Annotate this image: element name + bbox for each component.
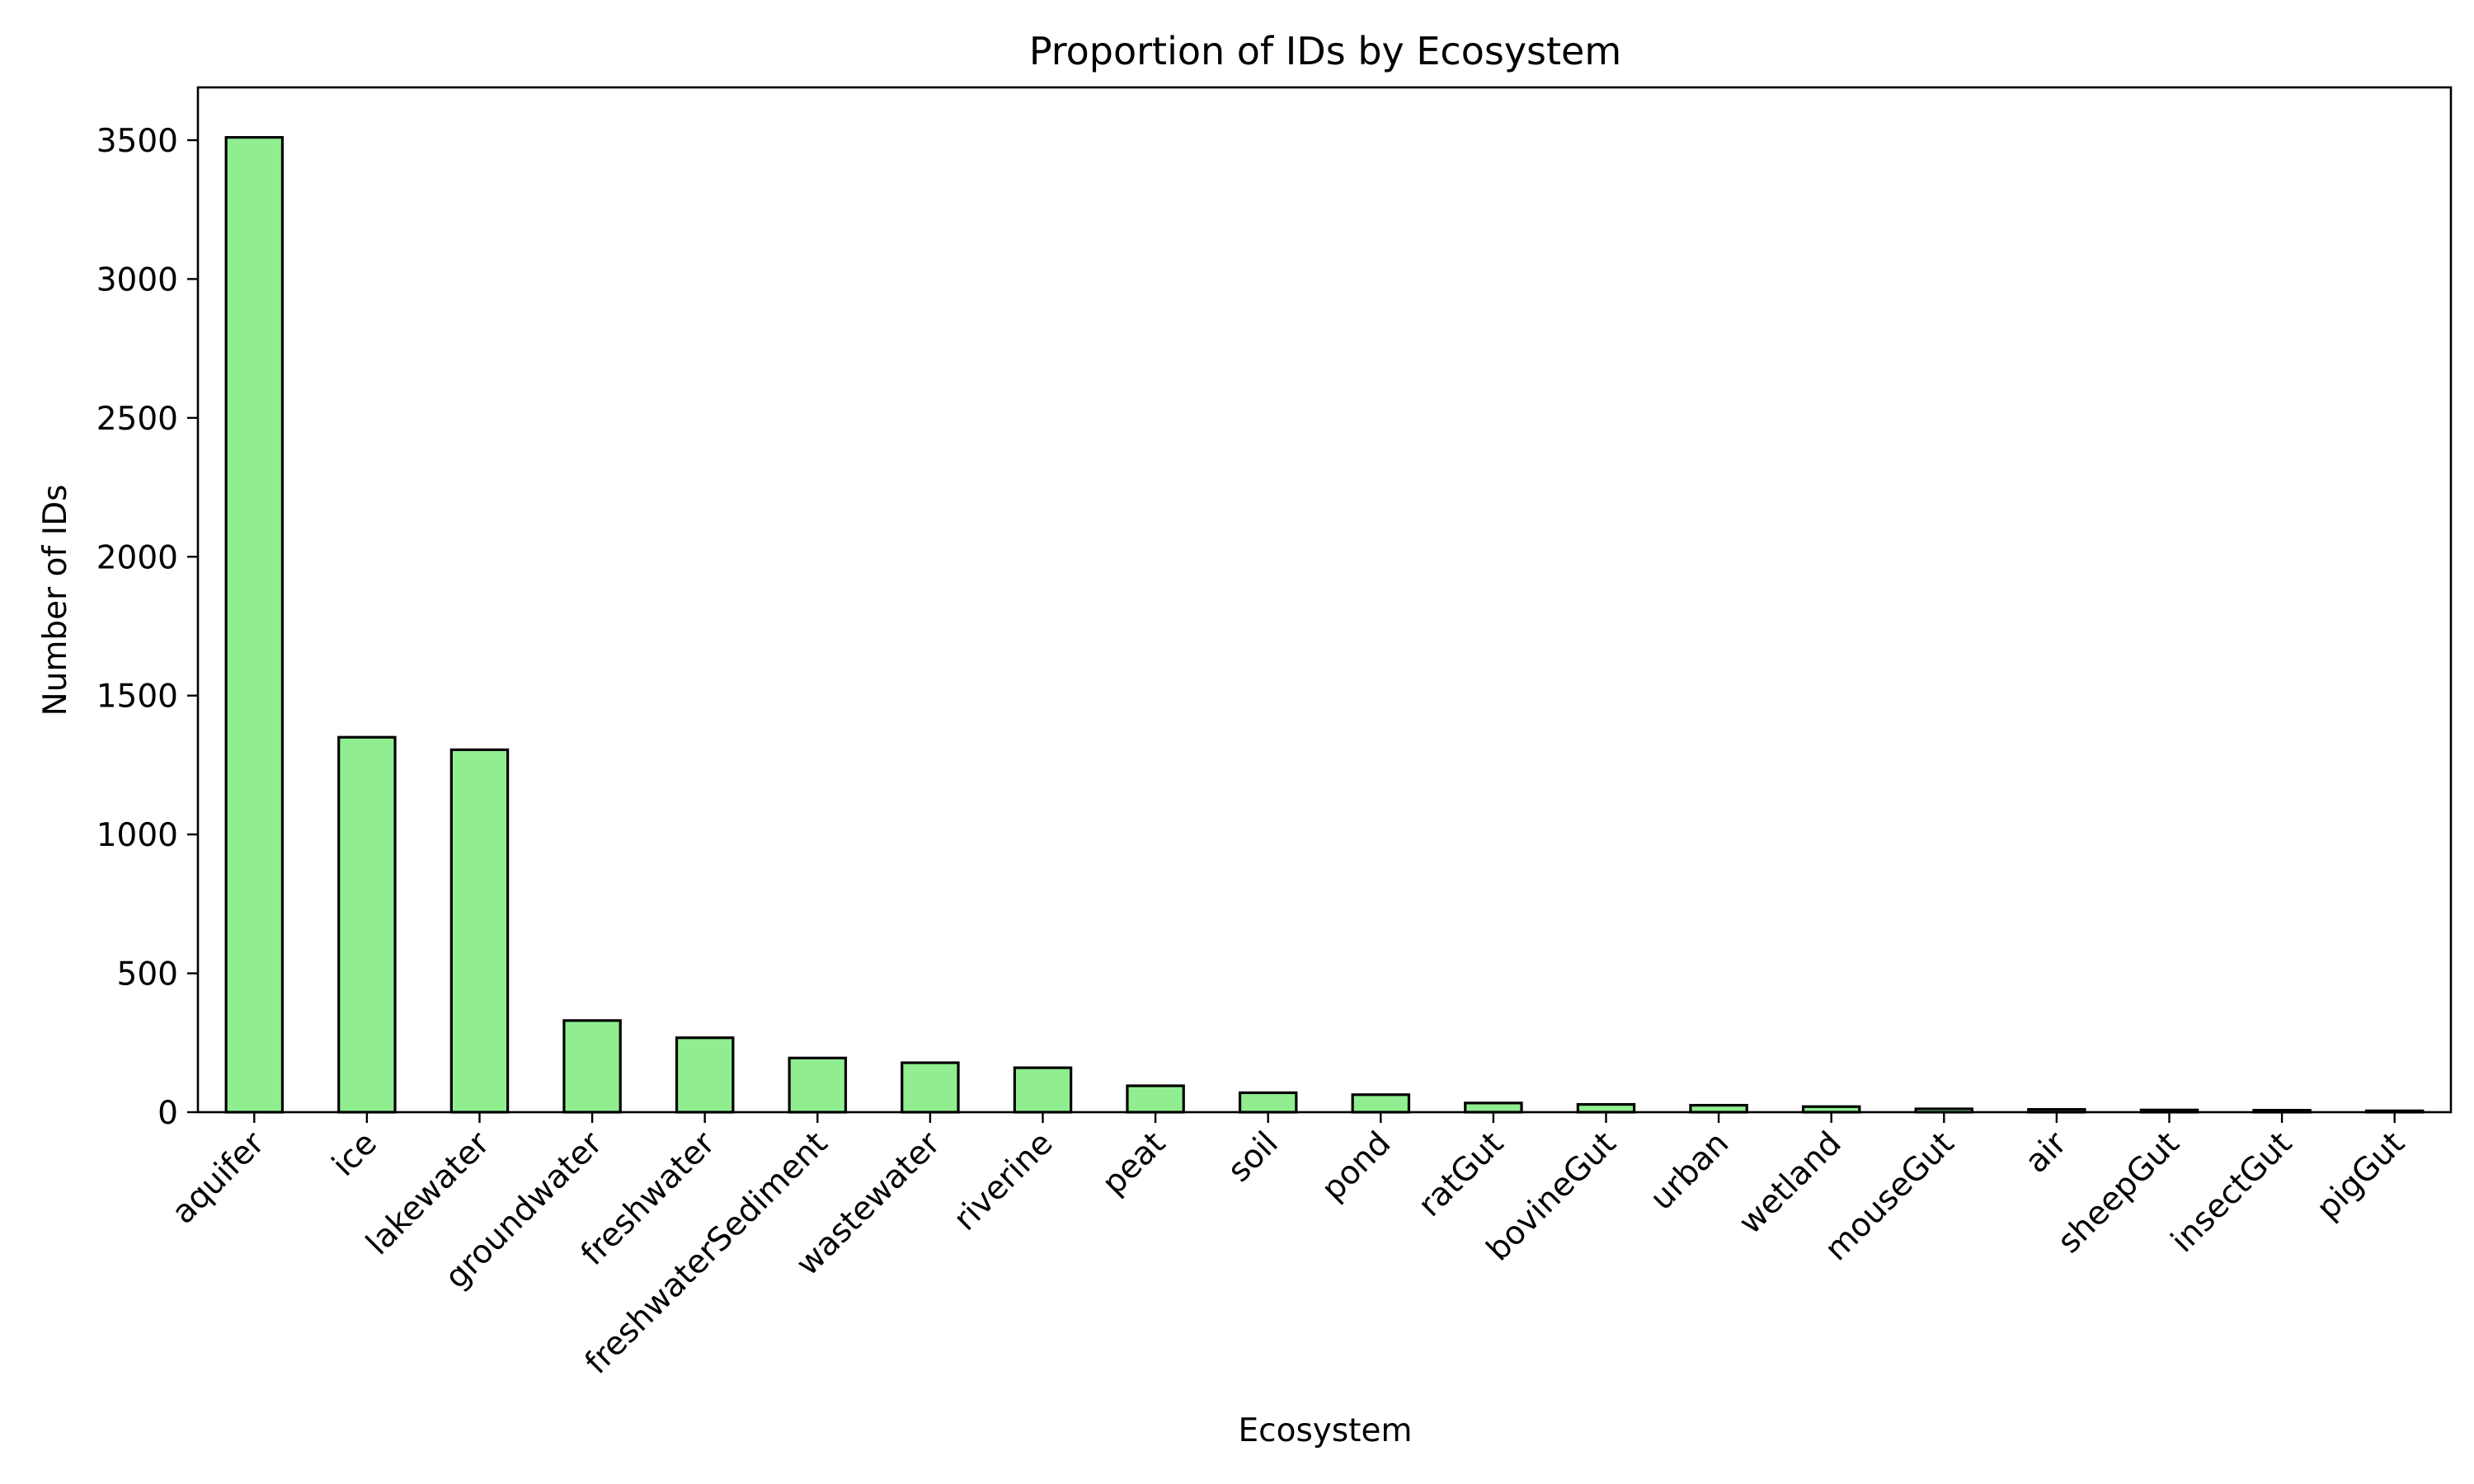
bar-bovine-gut	[1576, 1102, 1636, 1114]
y-tick-label-2000: 2000	[96, 539, 178, 576]
y-tick-label-2500: 2500	[96, 401, 178, 438]
bar-soil	[1238, 1091, 1298, 1114]
y-tick-label-3000: 3000	[96, 261, 178, 298]
bar-ice	[337, 735, 397, 1114]
bar-freshwater	[675, 1036, 735, 1114]
bar-groundwater	[562, 1019, 622, 1114]
y-tick-label-1000: 1000	[96, 817, 178, 854]
y-axis-label: Number of IDs	[37, 485, 74, 716]
bar-riverine	[1013, 1066, 1073, 1114]
plot-frame	[196, 86, 2453, 1114]
y-tick-label-500: 500	[117, 956, 178, 993]
bar-wastewater	[901, 1061, 960, 1114]
bar-freshwater-sediment	[788, 1056, 848, 1114]
y-tick-label-0: 0	[158, 1095, 178, 1132]
y-axis: 0 500 1000 1500 2000 2500 3000 3500	[96, 123, 198, 1132]
y-tick-label-3500: 3500	[96, 123, 178, 160]
y-tick-label-1500: 1500	[96, 679, 178, 716]
bar-aquifer	[224, 136, 285, 1114]
bar-peat	[1126, 1084, 1185, 1114]
bar-pond	[1351, 1093, 1411, 1114]
bar-lakewater	[449, 748, 510, 1114]
x-axis-label: Ecosystem	[1239, 1412, 1413, 1449]
chart-title: Proportion of IDs by Ecosystem	[1029, 29, 1621, 73]
bars-group	[224, 136, 2425, 1114]
bar-rat-gut	[1464, 1101, 1523, 1114]
